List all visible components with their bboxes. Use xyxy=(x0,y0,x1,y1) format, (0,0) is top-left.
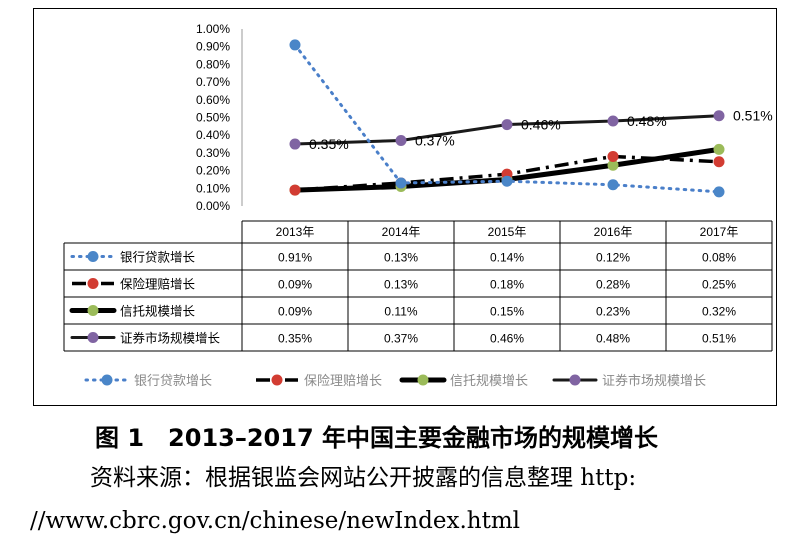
table-cell: 0.13% xyxy=(384,251,418,265)
data-point xyxy=(501,175,513,187)
line-chart: 0.00% 0.10% 0.20% 0.30% 0.40% 0.50% 0.60% 0.70%… xyxy=(63,22,773,388)
table-cell: 0.51% xyxy=(702,332,736,346)
table-cell: 0.13% xyxy=(384,278,418,292)
data-label: 0.48% xyxy=(627,113,667,129)
legend: 银行贷款增长 保险理赔增长 信托规模增长 证券市场规模增长 xyxy=(84,373,706,388)
table-cell: 0.28% xyxy=(596,278,630,292)
table-cell: 0.18% xyxy=(490,278,524,292)
legend-marker-key xyxy=(87,305,99,316)
data-point xyxy=(607,179,619,191)
source-note-line-2: //www.cbrc.gov.cn/chinese/newIndex.html xyxy=(30,508,521,534)
y-tick-label: 0.40% xyxy=(196,128,230,142)
table-cell: 0.91% xyxy=(278,251,312,265)
table-cell: 0.25% xyxy=(702,278,736,292)
table-cell: 0.32% xyxy=(702,305,736,319)
table-row-name: 证券市场规模增长 xyxy=(120,331,221,346)
data-point xyxy=(713,186,725,198)
data-point xyxy=(713,143,725,155)
table-cell: 0.09% xyxy=(278,278,312,292)
y-tick-label: 0.10% xyxy=(196,181,230,195)
y-tick-label: 0.80% xyxy=(196,57,230,71)
data-label: 0.51% xyxy=(733,108,773,124)
y-tick-label: 0.70% xyxy=(196,75,230,89)
y-tick-label: 0.20% xyxy=(196,164,230,178)
legend-marker-key xyxy=(87,332,99,343)
table-cell: 0.12% xyxy=(596,251,630,265)
data-point xyxy=(289,138,301,150)
legend-marker-key xyxy=(87,278,99,289)
data-point xyxy=(607,150,619,162)
legend-marker-key xyxy=(271,374,283,386)
y-tick-label: 0.30% xyxy=(196,146,230,160)
table-row-name: 银行贷款增长 xyxy=(120,250,196,265)
table-cell: 0.09% xyxy=(278,305,312,319)
y-tick-label: 0.50% xyxy=(196,111,230,125)
data-label: 0.46% xyxy=(521,117,561,133)
data-point xyxy=(501,119,513,131)
table-cell: 0.15% xyxy=(490,305,524,319)
source-note-line-1: 资料来源：根据银监会网站公开披露的信息整理 http: xyxy=(90,465,637,491)
chart-frame: 0.00% 0.10% 0.20% 0.30% 0.40% 0.50% 0.60% 0.70%… xyxy=(33,8,777,406)
data-point xyxy=(395,177,407,189)
data-point xyxy=(713,156,725,168)
table-cell: 0.35% xyxy=(278,332,312,346)
legend-marker-key xyxy=(417,374,429,386)
y-tick-label: 1.00% xyxy=(196,22,230,36)
series-markers xyxy=(289,39,725,198)
table-cell: 0.23% xyxy=(596,305,630,319)
x-tick-label: 2014年 xyxy=(382,225,421,239)
table-cell: 0.48% xyxy=(596,332,630,346)
table-cell: 0.08% xyxy=(702,251,736,265)
y-tick-label: 0.60% xyxy=(196,93,230,107)
table-cell: 0.14% xyxy=(490,251,524,265)
y-tick-label: 0.00% xyxy=(196,199,230,213)
data-point xyxy=(289,39,301,51)
legend-marker-key xyxy=(87,251,99,262)
legend-marker-key xyxy=(101,374,113,386)
y-axis-tick-labels: 0.00% 0.10% 0.20% 0.30% 0.40% 0.50% 0.60% 0.70%… xyxy=(196,22,230,213)
x-tick-label: 2017年 xyxy=(700,225,739,239)
data-point xyxy=(607,159,619,171)
table-cell: 0.37% xyxy=(384,332,418,346)
table-row-name: 保险理赔增长 xyxy=(120,277,196,292)
legend-label: 保险理赔增长 xyxy=(304,373,382,388)
data-point xyxy=(713,110,725,122)
legend-label: 信托规模增长 xyxy=(450,373,528,388)
table-cell: 0.46% xyxy=(490,332,524,346)
legend-marker-key xyxy=(569,374,581,386)
figure-caption: 图 1 2013–2017 年中国主要金融市场的规模增长 xyxy=(95,424,659,452)
data-point xyxy=(289,184,301,196)
x-tick-label: 2013年 xyxy=(276,225,315,239)
data-label: 0.37% xyxy=(415,133,455,149)
data-labels: 0.35% 0.37% 0.46% 0.48% 0.51% xyxy=(309,108,773,152)
x-tick-label: 2016年 xyxy=(594,225,633,239)
table-row-name: 信托规模增长 xyxy=(120,304,196,319)
data-point xyxy=(395,135,407,147)
data-point xyxy=(607,115,619,127)
y-tick-label: 0.90% xyxy=(196,40,230,54)
legend-label: 银行贷款增长 xyxy=(134,373,212,388)
legend-label: 证券市场规模增长 xyxy=(602,373,706,388)
x-tick-label: 2015年 xyxy=(488,225,527,239)
table-cell: 0.11% xyxy=(384,305,417,319)
data-label: 0.35% xyxy=(309,136,349,152)
